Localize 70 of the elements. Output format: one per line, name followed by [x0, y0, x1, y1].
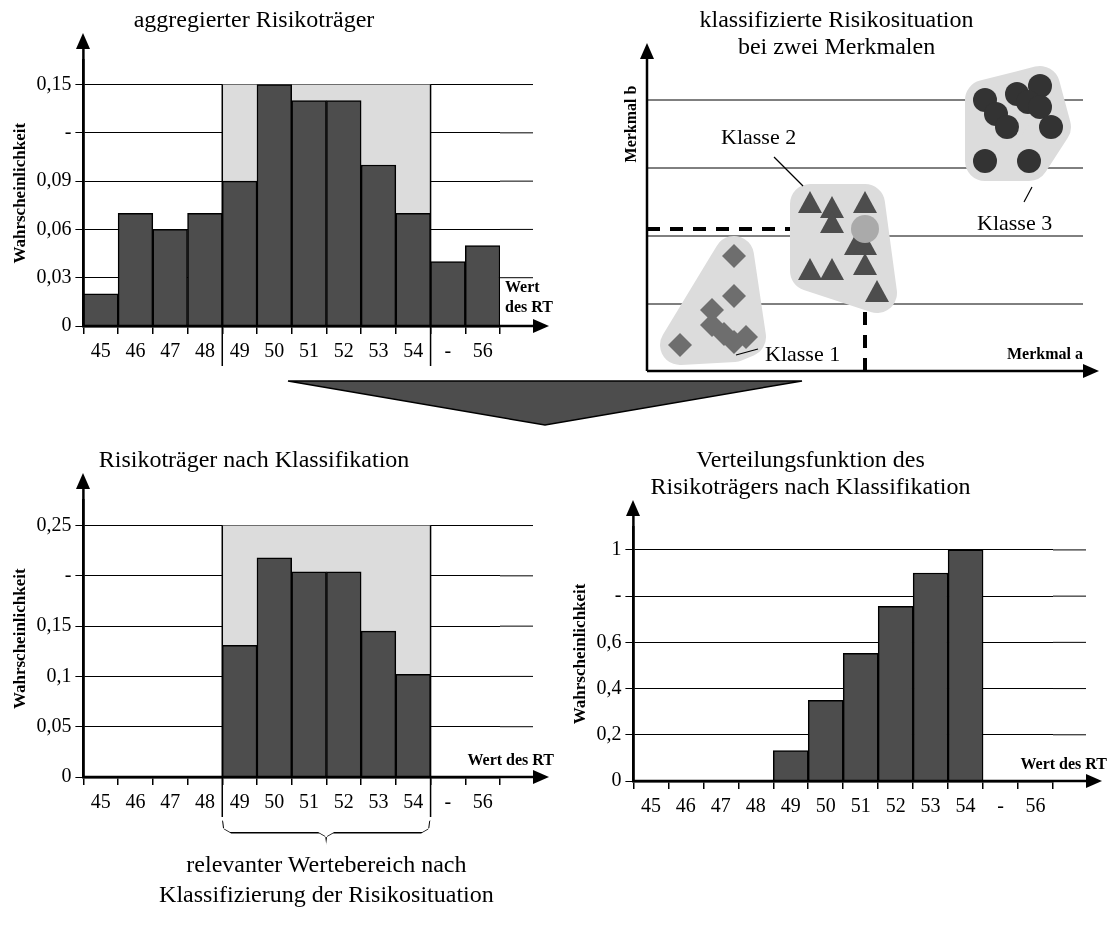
x-tick-label: 51: [850, 794, 871, 817]
x-tick-label: 54: [403, 790, 424, 813]
x-tick-label: 53: [920, 794, 941, 817]
y-tick-label: 0,03: [36, 264, 72, 287]
y-tick-label: 0,09: [36, 168, 72, 191]
y-axis-title: Wahrscheinlichkeit: [569, 583, 589, 725]
y-tick-label: 0: [61, 313, 72, 336]
chart-title: Verteilungsfunktion des Risikoträgers nach Klassifikation: [650, 446, 971, 499]
x-tick-label: 48: [745, 794, 766, 817]
y-tick-label: 1: [611, 537, 622, 560]
text: relevanter Wertebereich nach Klassifizierung der Risikosituation: [158, 850, 495, 909]
x-tick-label: 54: [403, 339, 424, 362]
x-tick-label: 45: [90, 790, 111, 813]
x-tick-label: -: [444, 339, 452, 362]
x-axis-title: Wert des RT: [1020, 755, 1108, 773]
y-tick-label: 0,4: [596, 675, 622, 698]
chart-title: aggregierter Risikoträger: [133, 6, 375, 33]
y-tick-label: 0,15: [36, 613, 72, 636]
x-tick-label: 46: [675, 794, 696, 817]
x-axis-title: Wert des RT: [505, 278, 554, 316]
y-tick-label: 0,25: [36, 512, 72, 535]
x-tick-label: 49: [229, 790, 250, 813]
x-tick-label: 46: [125, 790, 146, 813]
text: Merkmal b: [622, 85, 640, 163]
x-tick-label: 53: [368, 790, 389, 813]
x-tick-label: 56: [472, 339, 493, 362]
y-tick-label: -: [614, 583, 622, 606]
x-axis-title: Wert des RT: [467, 751, 555, 769]
y-tick-label: 0,05: [36, 713, 72, 736]
y-axis-title: Wahrscheinlichkeit: [9, 122, 29, 264]
x-tick-label: 49: [229, 339, 250, 362]
x-tick-label: 48: [194, 339, 215, 362]
x-tick-label: 49: [780, 794, 801, 817]
x-tick-label: 45: [640, 794, 661, 817]
x-tick-label: 52: [333, 339, 354, 362]
x-tick-label: 52: [333, 790, 354, 813]
x-tick-label: 56: [1025, 794, 1046, 817]
x-tick-label: 51: [299, 339, 320, 362]
x-tick-label: 47: [160, 790, 181, 813]
y-tick-label: 0: [611, 768, 622, 791]
x-tick-label: 47: [160, 339, 181, 362]
text: klassifizierte Risikosituation bei zwei Merkmalen: [699, 6, 974, 59]
x-tick-label: 50: [264, 339, 285, 362]
y-tick-label: 0: [61, 764, 72, 787]
x-tick-label: -: [444, 790, 452, 813]
y-tick-label: 0,15: [36, 71, 72, 94]
x-tick-label: 53: [368, 339, 389, 362]
x-tick-label: 51: [299, 790, 320, 813]
y-axis-title: Wahrscheinlichkeit: [9, 568, 29, 710]
x-tick-label: 48: [194, 790, 215, 813]
text: Klasse 2: [721, 123, 797, 149]
y-tick-label: 0,6: [596, 629, 622, 652]
x-tick-label: 56: [472, 790, 493, 813]
y-tick-label: 0,1: [46, 663, 72, 686]
chart-title: Risikoträger nach Klassifikation: [98, 446, 410, 473]
text: Klasse 3: [977, 209, 1053, 235]
x-tick-label: -: [997, 794, 1004, 817]
y-tick-label: 0,06: [36, 216, 72, 239]
x-tick-label: 46: [125, 339, 146, 362]
x-tick-label: 45: [90, 339, 111, 362]
text: Merkmal a: [1007, 345, 1083, 363]
y-tick-label: -: [64, 563, 72, 586]
x-tick-label: 54: [955, 794, 976, 817]
y-tick-label: 0,2: [596, 722, 622, 745]
x-tick-label: 50: [264, 790, 285, 813]
x-tick-label: 47: [710, 794, 731, 817]
x-tick-label: 50: [815, 794, 836, 817]
text: Klasse 1: [765, 340, 841, 366]
x-tick-label: 52: [885, 794, 906, 817]
y-tick-label: -: [64, 120, 72, 143]
